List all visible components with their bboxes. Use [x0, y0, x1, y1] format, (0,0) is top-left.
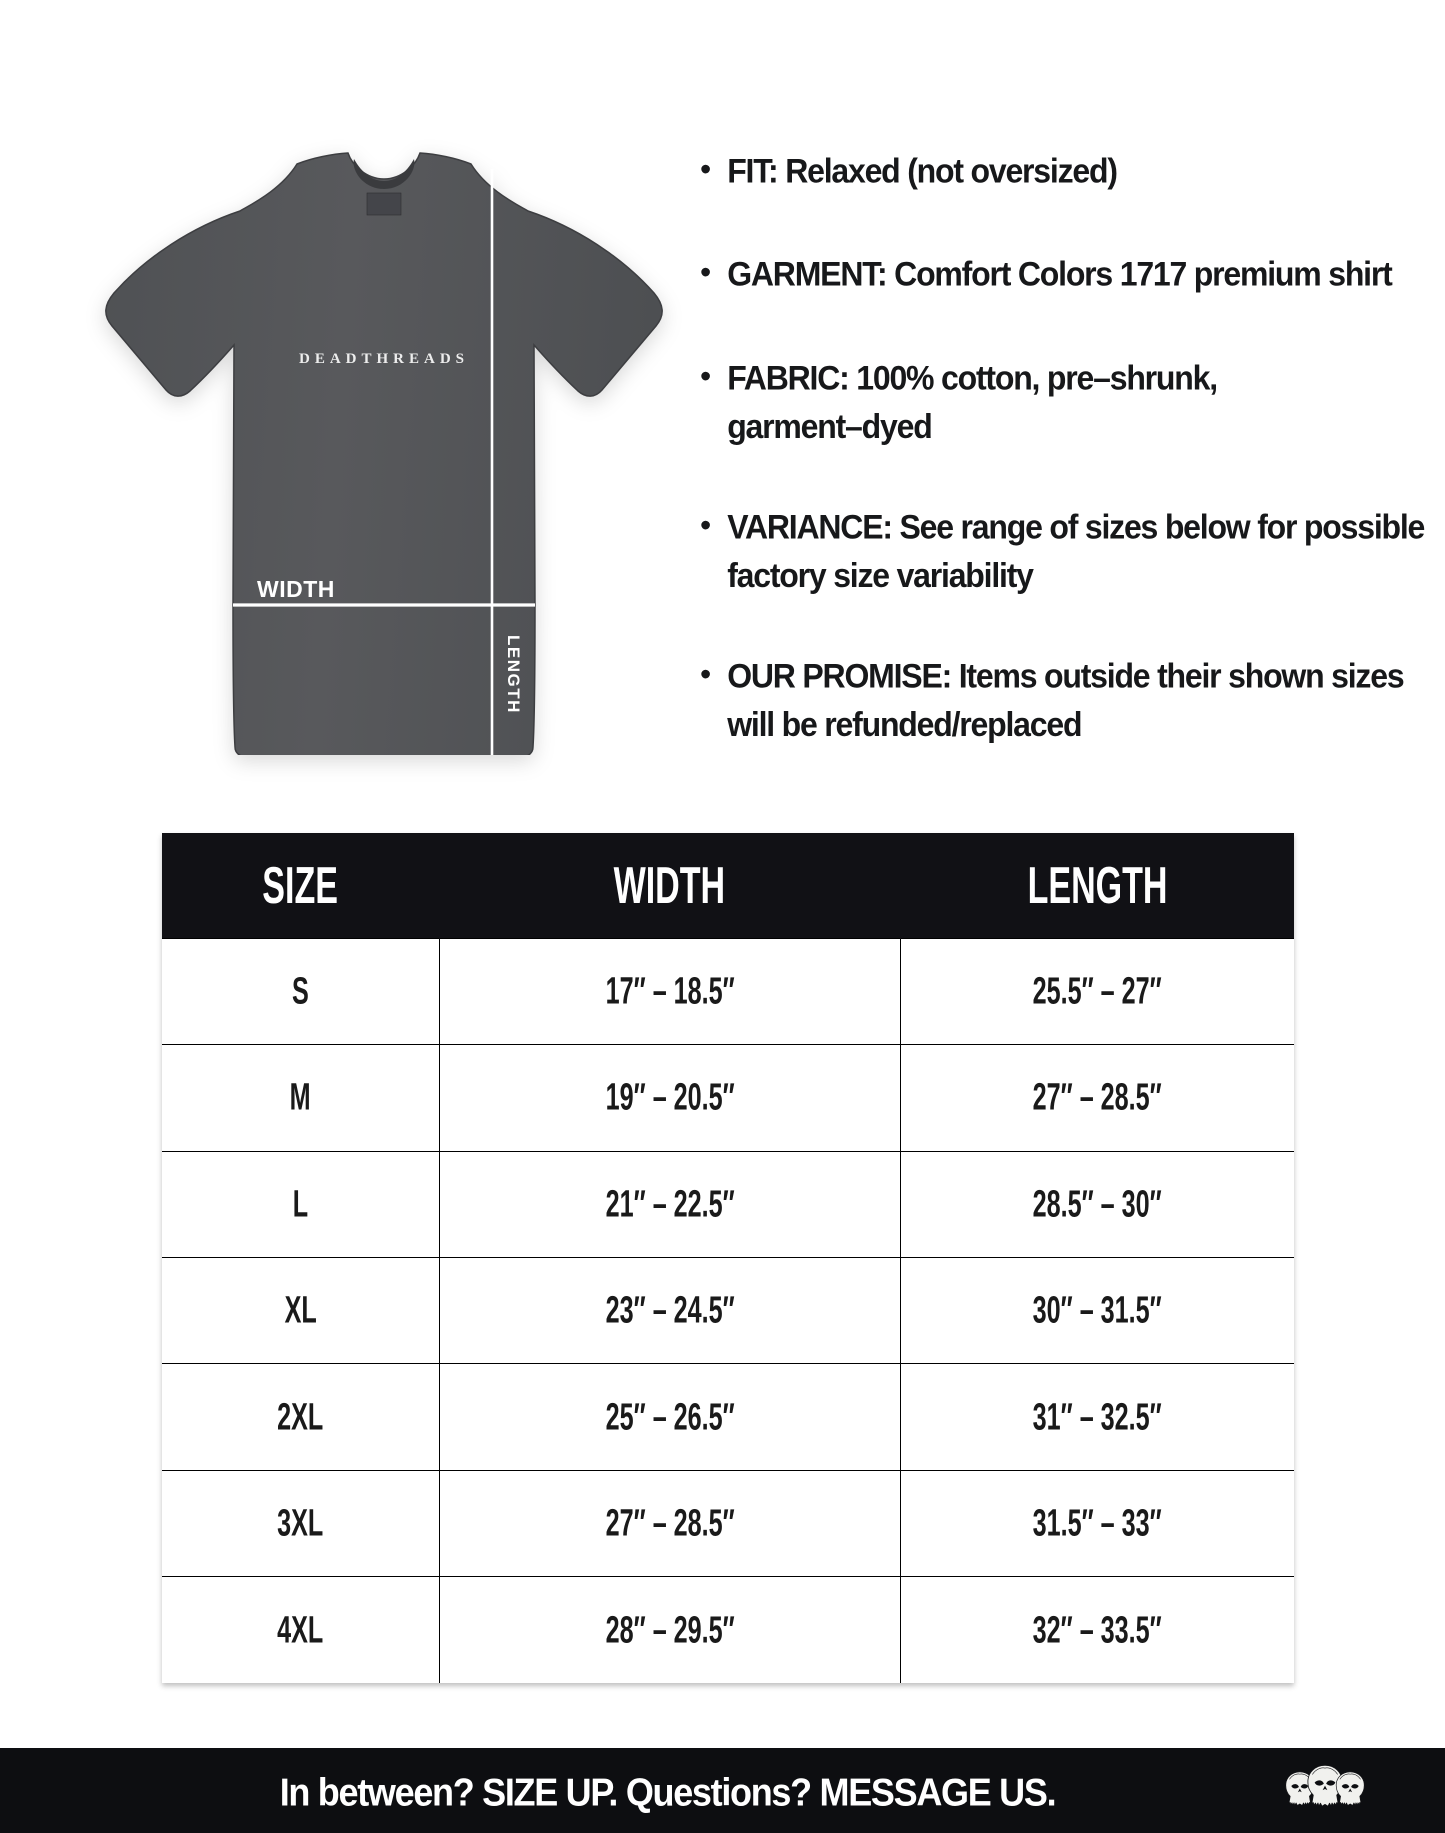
- svg-text:LENGTH: LENGTH: [504, 635, 523, 714]
- svg-text:WIDTH: WIDTH: [257, 576, 335, 602]
- svg-text:DEADTHREADS: DEADTHREADS: [299, 351, 469, 367]
